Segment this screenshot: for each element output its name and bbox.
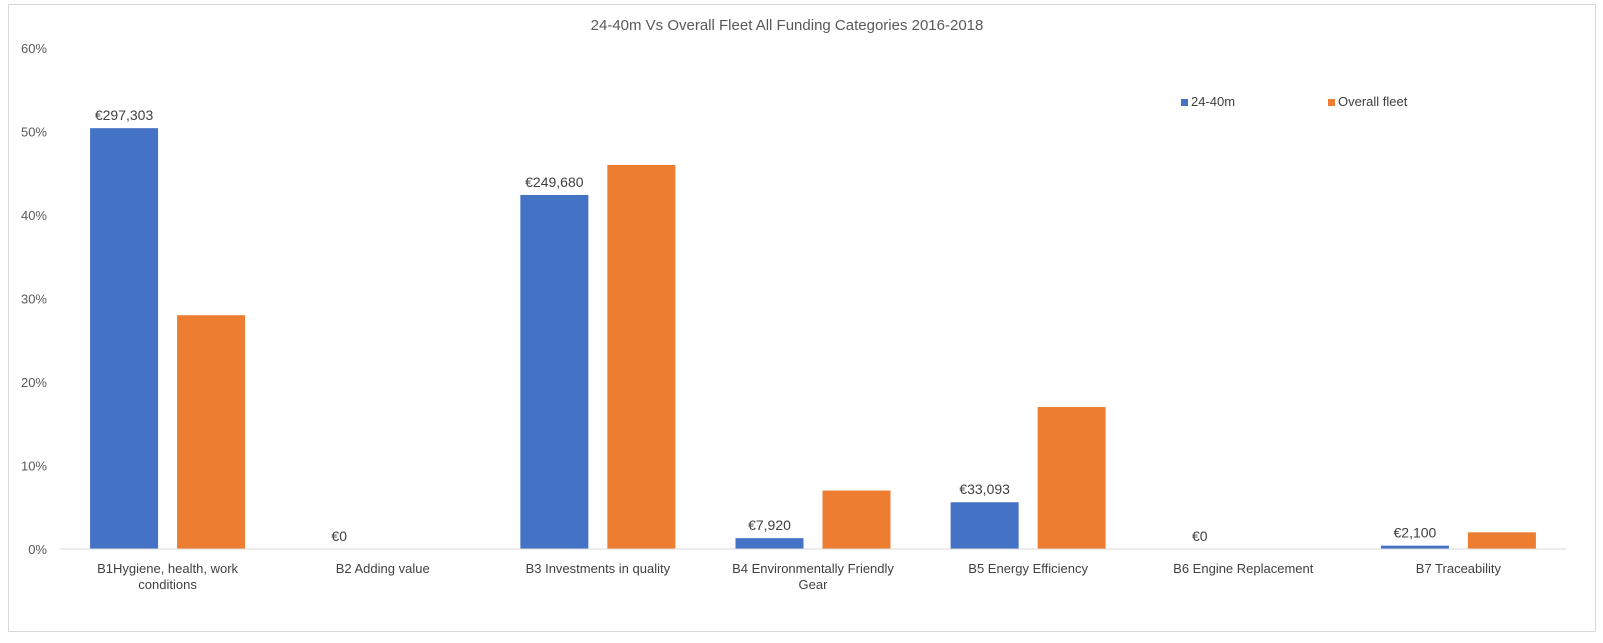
bar-segment-24-40m [90, 128, 159, 549]
bar-overall-fleet [1467, 532, 1536, 549]
chart-title: 24-40m Vs Overall Fleet All Funding Cate… [591, 17, 984, 34]
bar-segment-24-40m [950, 502, 1019, 549]
y-axis: 0% 10% 20% 30% 40% 50% 60% [21, 41, 47, 557]
y-tick-label: 60% [21, 41, 47, 56]
y-tick-label: 0% [28, 542, 47, 557]
data-label: €2,100 [1394, 525, 1437, 541]
data-label: €0 [331, 528, 347, 544]
x-tick-label: B6 Engine Replacement [1173, 561, 1314, 576]
legend-label: 24-40m [1191, 94, 1235, 109]
bars: €297,303 €0 €249,680 €7,920 €33,093 €0 €2,100 [90, 107, 1536, 549]
y-tick-label: 50% [21, 125, 47, 140]
bar-overall-fleet [1037, 407, 1106, 549]
x-tick-label: B1Hygiene, health, work [97, 561, 238, 576]
data-label: €33,093 [959, 481, 1010, 497]
bar-segment-24-40m [735, 538, 804, 549]
bar-overall-fleet [177, 315, 246, 549]
chart-frame [8, 4, 1596, 632]
y-tick-label: 20% [21, 375, 47, 390]
data-label: €0 [1192, 528, 1208, 544]
x-tick-label: B2 Adding value [336, 561, 430, 576]
y-tick-label: 10% [21, 459, 47, 474]
y-tick-label: 30% [21, 292, 47, 307]
y-tick-label: 40% [21, 208, 47, 223]
legend: 24-40m Overall fleet [1181, 94, 1408, 109]
legend-label: Overall fleet [1338, 94, 1408, 109]
x-tick-label: B4 Environmentally Friendly [732, 561, 894, 576]
bar-overall-fleet [607, 164, 676, 549]
x-tick-label: B5 Energy Efficiency [968, 561, 1088, 576]
bar-overall-fleet [822, 490, 891, 549]
x-tick-label: B3 Investments in quality [526, 561, 671, 576]
legend-swatch [1181, 99, 1188, 106]
x-tick-label: Gear [799, 577, 829, 592]
data-label: €7,920 [748, 517, 791, 533]
data-label: €249,680 [525, 174, 584, 190]
x-tick-label: B7 Traceability [1416, 561, 1502, 576]
data-label: €297,303 [95, 107, 154, 123]
bar-segment-24-40m [520, 194, 589, 549]
legend-swatch [1328, 99, 1335, 106]
bar-segment-24-40m [1380, 545, 1449, 549]
x-tick-label: conditions [138, 577, 197, 592]
